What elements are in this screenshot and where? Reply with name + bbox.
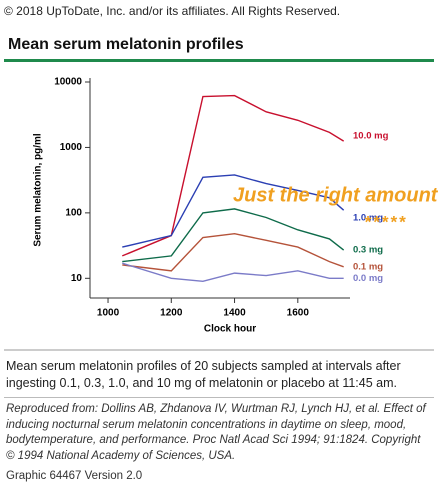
series-line [122,233,344,272]
x-tick-label: 1200 [160,308,183,319]
reference: Reproduced from: Dollins AB, Zhdanova IV… [6,403,426,462]
series-line [122,174,345,248]
series-line [122,262,344,283]
y-tick-label: 100 [65,208,82,219]
separator [4,397,434,398]
y-tick-label: 10000 [54,77,82,88]
series-label: 0.0 mg [353,273,383,284]
heading: Mean serum melatonin profiles [8,36,244,53]
graphic-id: Graphic 64467 Version 2.0 [6,470,143,482]
chart: © 2018 UpToDate, Inc. and/or its affilia… [4,4,438,351]
series-label: 10.0 mg [353,131,389,142]
x-tick-label: 1400 [223,308,246,319]
series-label: 1.0 mg [353,213,383,224]
caption: Mean serum melatonin profiles of 20 subj… [6,359,401,390]
annotation: Just the right amount. [233,184,438,206]
series-label: 0.3 mg [353,245,383,256]
x-tick-label: 1600 [287,308,310,319]
y-tick-label: 10 [71,273,83,284]
annotation: ***** [364,212,407,231]
y-axis-label: Serum melatonin, pg/ml [33,133,44,247]
copyright: © 2018 UpToDate, Inc. and/or its affilia… [4,4,340,18]
series-line [122,208,345,263]
heading-rule [4,59,434,62]
x-tick-label: 1000 [97,308,120,319]
series-label: 0.1 mg [353,261,383,272]
y-tick-label: 1000 [60,142,83,153]
series-line [121,94,345,257]
x-axis-label: Clock hour [204,324,256,335]
